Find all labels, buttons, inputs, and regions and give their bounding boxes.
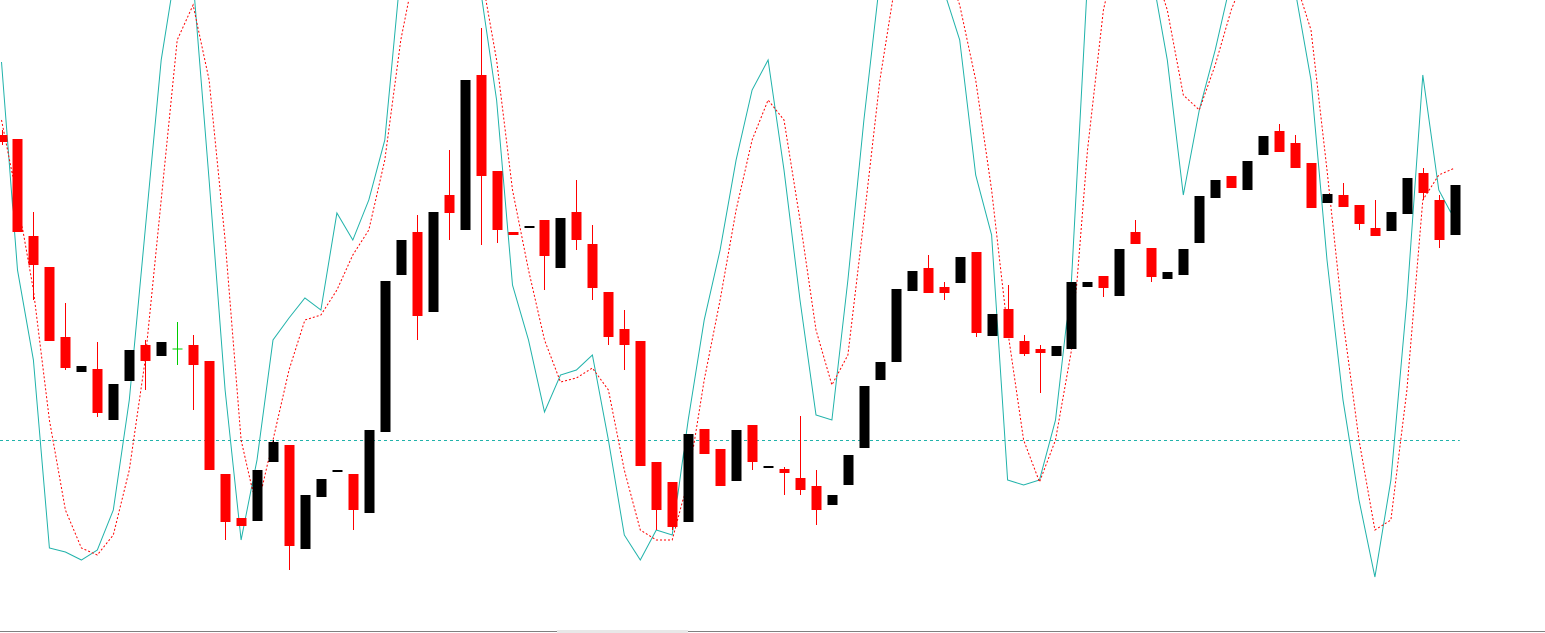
candle-body [1290,143,1301,168]
candle-body [124,350,135,381]
candle-body [763,466,774,468]
candle-body [396,240,407,275]
candle-body [1035,349,1046,353]
candle-body [731,430,742,481]
candle-body [380,281,391,432]
candle-body [667,482,678,527]
candle-body [1242,161,1253,190]
candle-body [987,314,998,336]
candle-body [236,518,247,526]
candle-body [1066,282,1077,349]
candle-body [539,220,550,256]
candle-body [683,434,694,522]
candle-body [444,195,455,213]
candle-body [364,430,375,513]
candle-body [1258,136,1269,155]
candle-body [0,135,8,142]
candle-body [268,442,279,462]
candle-body [316,479,327,497]
candle-body [1051,346,1062,356]
candle-body [524,226,535,228]
candle-body [1354,205,1365,224]
candle-body [603,292,614,337]
candle-body [747,425,758,462]
candle-body [939,287,950,293]
candle-body [955,257,966,283]
candle-body [332,470,343,472]
candle-body [12,139,23,232]
candle-body [284,445,295,546]
candle-body [1162,272,1173,279]
candle-body [571,212,582,240]
candle-body [460,80,471,230]
candle-body [555,218,566,268]
candle-body [156,342,167,356]
candle-body [875,362,886,380]
candle-body [140,345,151,361]
candle-body [1338,195,1349,207]
candle-body [827,495,838,505]
candle-body [412,232,423,316]
candle-body [252,470,263,521]
indicator-lines [0,0,1460,578]
candle-body [1210,180,1221,198]
candle-body [1274,131,1285,152]
candle-body [476,75,487,176]
candle-body [1178,249,1189,275]
candle-body [1418,173,1429,193]
candle-body [1194,196,1205,243]
candle-body [699,429,710,454]
candle-body [715,449,726,486]
candle-body [971,252,982,333]
candles [0,28,1461,570]
candle-body [92,369,103,413]
candle-body [1306,163,1317,208]
candle-body [1322,194,1333,203]
candle-body [1146,248,1157,277]
candle-body [60,337,71,368]
candle-body [1450,185,1461,235]
candle-body [779,469,790,473]
candle-body [795,478,806,490]
candle-body [492,171,503,230]
candle-body [811,486,822,510]
candle-body [220,474,231,522]
candle-body [1402,178,1413,214]
candle-body [1082,282,1093,287]
candle-body [300,495,311,549]
candle-body [651,462,662,510]
candle-body [44,267,55,341]
candle-body [188,345,199,365]
candle-body [859,386,870,448]
candle-body [587,244,598,288]
candle-body [108,384,119,420]
candle-body [1226,176,1237,188]
candle-body [1130,232,1141,244]
candle-body [1019,341,1030,354]
candle-body [204,361,215,470]
indicator-line [1,0,1456,578]
candle-body [635,341,646,466]
candle-body [76,366,87,372]
candle-body [1370,228,1381,236]
candle-body [923,268,934,293]
candle-body [1114,249,1125,296]
candle-body [1434,200,1445,240]
candle-body [348,474,359,510]
candle-body [619,329,630,345]
candle-body [508,232,519,235]
candle-body [28,236,39,265]
candle-body [1386,212,1397,231]
scrollbar[interactable] [557,630,688,633]
candle-body [1003,309,1014,338]
candle-body [843,455,854,485]
candle-body [907,271,918,291]
candle-body [428,212,439,312]
candle-body [891,289,902,362]
candle-body [1098,276,1109,288]
